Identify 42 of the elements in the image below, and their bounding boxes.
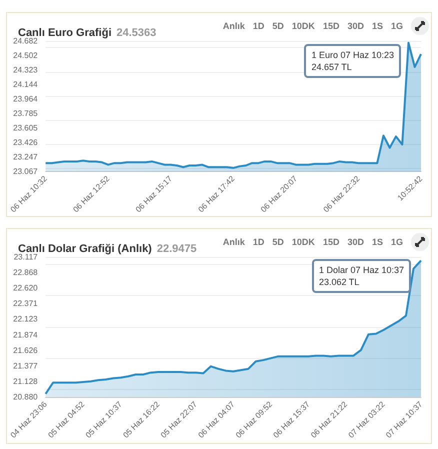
text: 1G (390, 237, 403, 247)
text: Anlık (222, 21, 245, 31)
text: 1D (252, 237, 264, 247)
y-tick-label: 21.377 (13, 361, 38, 370)
text: 1D (252, 21, 264, 31)
y-tick-label: 24.323 (13, 65, 38, 74)
text: 15D (322, 237, 340, 247)
y-tick-label: 23.964 (13, 94, 38, 104)
text: 1G (390, 21, 403, 31)
text: 30D (347, 21, 364, 31)
annotation: 1 Euro 07 Haz 10:23 24.657 TL (304, 44, 401, 78)
text: 5D (272, 237, 284, 247)
y-tick-label: 21.626 (13, 346, 38, 355)
chart-title: Canlı Dolar Grafiği (Anlık) (18, 243, 152, 255)
y-tick-label: 21.128 (13, 376, 38, 386)
annotation: 1 Dolar 07 Haz 10:37 23.062 TL (312, 259, 411, 293)
y-tick-label: 23.785 (13, 108, 38, 118)
y-tick-label: 23.067 (13, 166, 38, 176)
y-tick-label: 24.502 (13, 51, 38, 60)
chart-subtitle: 22.9475 (156, 243, 197, 255)
text: 30D (347, 237, 364, 247)
y-tick-label: 22.371 (13, 299, 38, 308)
y-tick-label: 22.868 (13, 268, 38, 278)
y-tick-label: 23.247 (13, 152, 38, 162)
y-tick-label: 24.144 (13, 80, 38, 89)
text: 10DK (292, 21, 315, 31)
y-tick-label: 20.880 (13, 392, 38, 402)
y-tick-label: 24.682 (13, 36, 38, 46)
y-tick-label: 23.426 (13, 138, 38, 147)
text: 5D (272, 21, 284, 31)
y-tick-label: 23.117 (14, 252, 38, 262)
text: 1S (372, 21, 383, 31)
text: 1S (372, 237, 383, 247)
y-tick-label: 22.620 (13, 284, 38, 293)
y-tick-label: 21.874 (13, 330, 38, 340)
text: Anlık (222, 237, 245, 247)
chart-title: Canlı Euro Grafiği (18, 27, 112, 39)
y-tick-label: 22.123 (13, 314, 38, 324)
text: 15D (322, 21, 340, 31)
y-tick-label: 23.605 (13, 123, 38, 132)
text: 10DK (292, 237, 315, 247)
chart-subtitle: 24.5363 (116, 27, 156, 39)
